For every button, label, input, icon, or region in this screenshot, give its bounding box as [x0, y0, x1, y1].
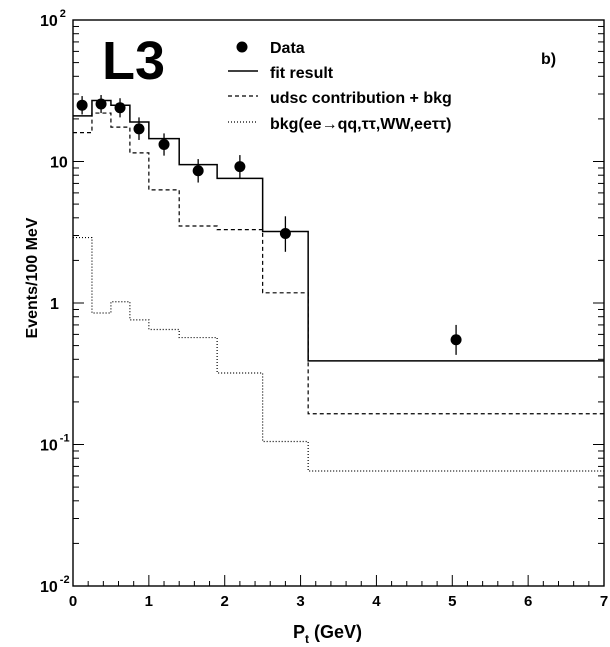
x-tick-label-5: 5	[448, 593, 456, 610]
x-tick-label-7: 7	[600, 593, 608, 610]
y-axis-label: Events/100 MeV	[24, 217, 41, 338]
legend: Data fit result udsc contribution + bkg …	[228, 40, 452, 133]
series-solid-histogram	[73, 99, 604, 362]
data-points-layer	[76, 95, 462, 355]
x-tick-label-1: 1	[145, 593, 153, 610]
data-point-8	[450, 334, 462, 346]
x-tick-label-3: 3	[296, 593, 304, 610]
series-dashed-histogram	[73, 112, 604, 415]
x-tick-label-4: 4	[372, 593, 381, 610]
legend-fit-label: fit result	[270, 65, 334, 82]
data-point-6	[234, 161, 246, 173]
legend-data-marker	[236, 41, 248, 53]
data-point-5	[192, 165, 204, 177]
data-point-1	[95, 98, 107, 110]
y-tick-label-1: 10 -1	[40, 433, 70, 455]
data-point-7	[279, 227, 291, 239]
histogram-layer	[73, 99, 604, 472]
data-point-2	[114, 102, 126, 114]
y-tick-labels: 10 -2 10 -1 1 10 10 2	[40, 8, 70, 596]
legend-data-label: Data	[270, 40, 305, 57]
data-point-3	[133, 123, 145, 135]
x-axis-label: Pt (GeV)	[293, 622, 362, 646]
data-point-0	[76, 99, 88, 111]
x-tick-label-6: 6	[524, 593, 532, 610]
series-dotted-histogram	[73, 236, 604, 472]
x-tick-label-2: 2	[221, 593, 229, 610]
y-tick-label-4: 10 2	[40, 8, 66, 30]
legend-bkg-label: bkg(ee→qq,ττ,WW,eeττ)	[270, 116, 451, 133]
y-tick-label-3: 10	[50, 155, 68, 172]
experiment-label: L3	[102, 31, 165, 91]
x-tick-label-0: 0	[69, 593, 77, 610]
axis-ticks	[72, 25, 605, 587]
legend-udsc-label: udsc contribution + bkg	[270, 90, 452, 107]
data-point-4	[158, 138, 170, 150]
y-tick-label-0: 10 -2	[40, 574, 70, 596]
x-tick-labels: 0 1 2 3 4 5 6 7	[69, 593, 608, 610]
panel-label: b)	[541, 51, 556, 68]
y-tick-label-2: 1	[50, 296, 59, 313]
